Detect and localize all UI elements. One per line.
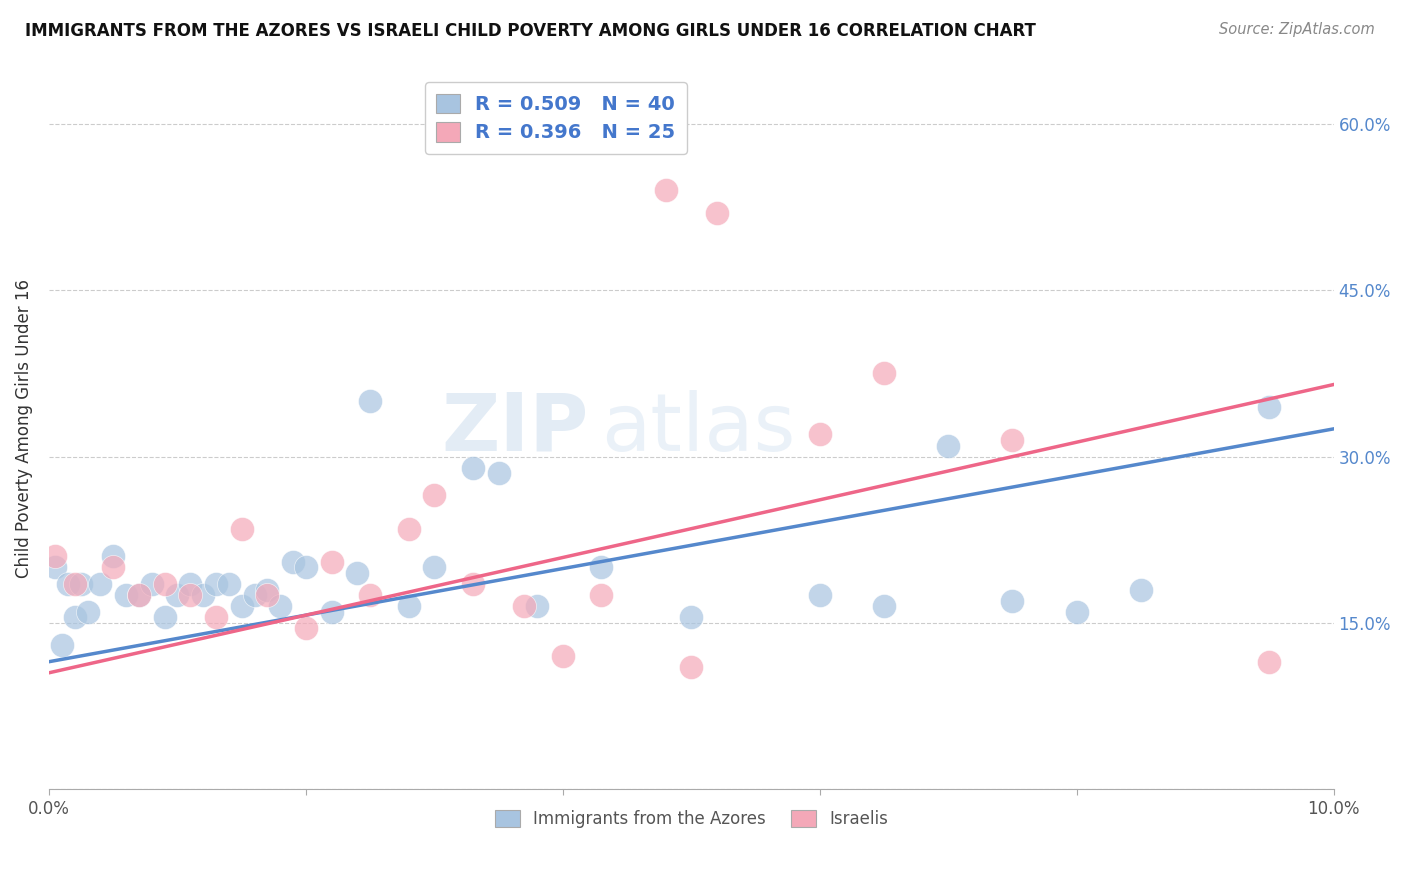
Point (153, 577, 176, 591)
Point (89, 577, 111, 591)
Point (936, 438, 959, 452)
Point (256, 588, 278, 602)
Point (153, 610, 176, 624)
Point (461, 460, 484, 475)
Point (63, 610, 86, 624)
Point (70, 577, 93, 591)
Point (58, 577, 80, 591)
Point (269, 599, 291, 614)
Point (398, 599, 420, 614)
Point (1129, 582, 1152, 597)
Point (295, 622, 318, 636)
Point (103, 549, 125, 564)
Point (808, 588, 831, 602)
Point (873, 367, 896, 381)
Point (128, 588, 150, 602)
Point (461, 577, 484, 591)
Text: Source: ZipAtlas.com: Source: ZipAtlas.com (1219, 22, 1375, 37)
Point (591, 560, 613, 574)
Point (551, 649, 574, 664)
Point (1066, 605, 1088, 619)
Point (205, 577, 228, 591)
Point (1258, 400, 1281, 414)
Point (526, 599, 548, 614)
Point (103, 560, 125, 574)
Point (231, 599, 253, 614)
Point (231, 522, 253, 536)
Point (808, 427, 831, 442)
Point (398, 522, 420, 536)
Point (44, 549, 66, 564)
Point (243, 588, 266, 602)
Point (51, 638, 73, 652)
Point (205, 610, 228, 624)
Point (681, 610, 703, 624)
Point (488, 467, 510, 481)
Point (218, 577, 240, 591)
Point (423, 488, 446, 502)
Point (1001, 593, 1024, 607)
Point (179, 588, 201, 602)
Point (591, 588, 613, 602)
Point (295, 560, 318, 574)
Point (321, 605, 343, 619)
Y-axis label: Child Poverty Among Girls Under 16: Child Poverty Among Girls Under 16 (15, 279, 32, 578)
Text: ZIP: ZIP (441, 390, 589, 468)
Point (654, 184, 676, 198)
Point (44, 560, 66, 574)
Point (76, 605, 98, 619)
Text: atlas: atlas (602, 390, 796, 468)
Point (166, 588, 188, 602)
Point (423, 560, 446, 574)
Text: IMMIGRANTS FROM THE AZORES VS ISRAELI CHILD POVERTY AMONG GIRLS UNDER 16 CORRELA: IMMIGRANTS FROM THE AZORES VS ISRAELI CH… (25, 22, 1036, 40)
Point (873, 599, 896, 614)
Point (346, 566, 368, 580)
Point (115, 588, 138, 602)
Point (281, 555, 304, 569)
Point (359, 588, 381, 602)
Point (128, 588, 150, 602)
Point (321, 555, 343, 569)
Point (359, 394, 381, 409)
Point (63, 577, 86, 591)
Point (681, 660, 703, 674)
Legend: Immigrants from the Azores, Israelis: Immigrants from the Azores, Israelis (488, 804, 894, 835)
Point (706, 205, 728, 219)
Point (1258, 655, 1281, 669)
Point (513, 599, 536, 614)
Point (179, 577, 201, 591)
Point (141, 577, 163, 591)
Point (256, 582, 278, 597)
Point (1001, 433, 1024, 447)
Point (191, 588, 214, 602)
